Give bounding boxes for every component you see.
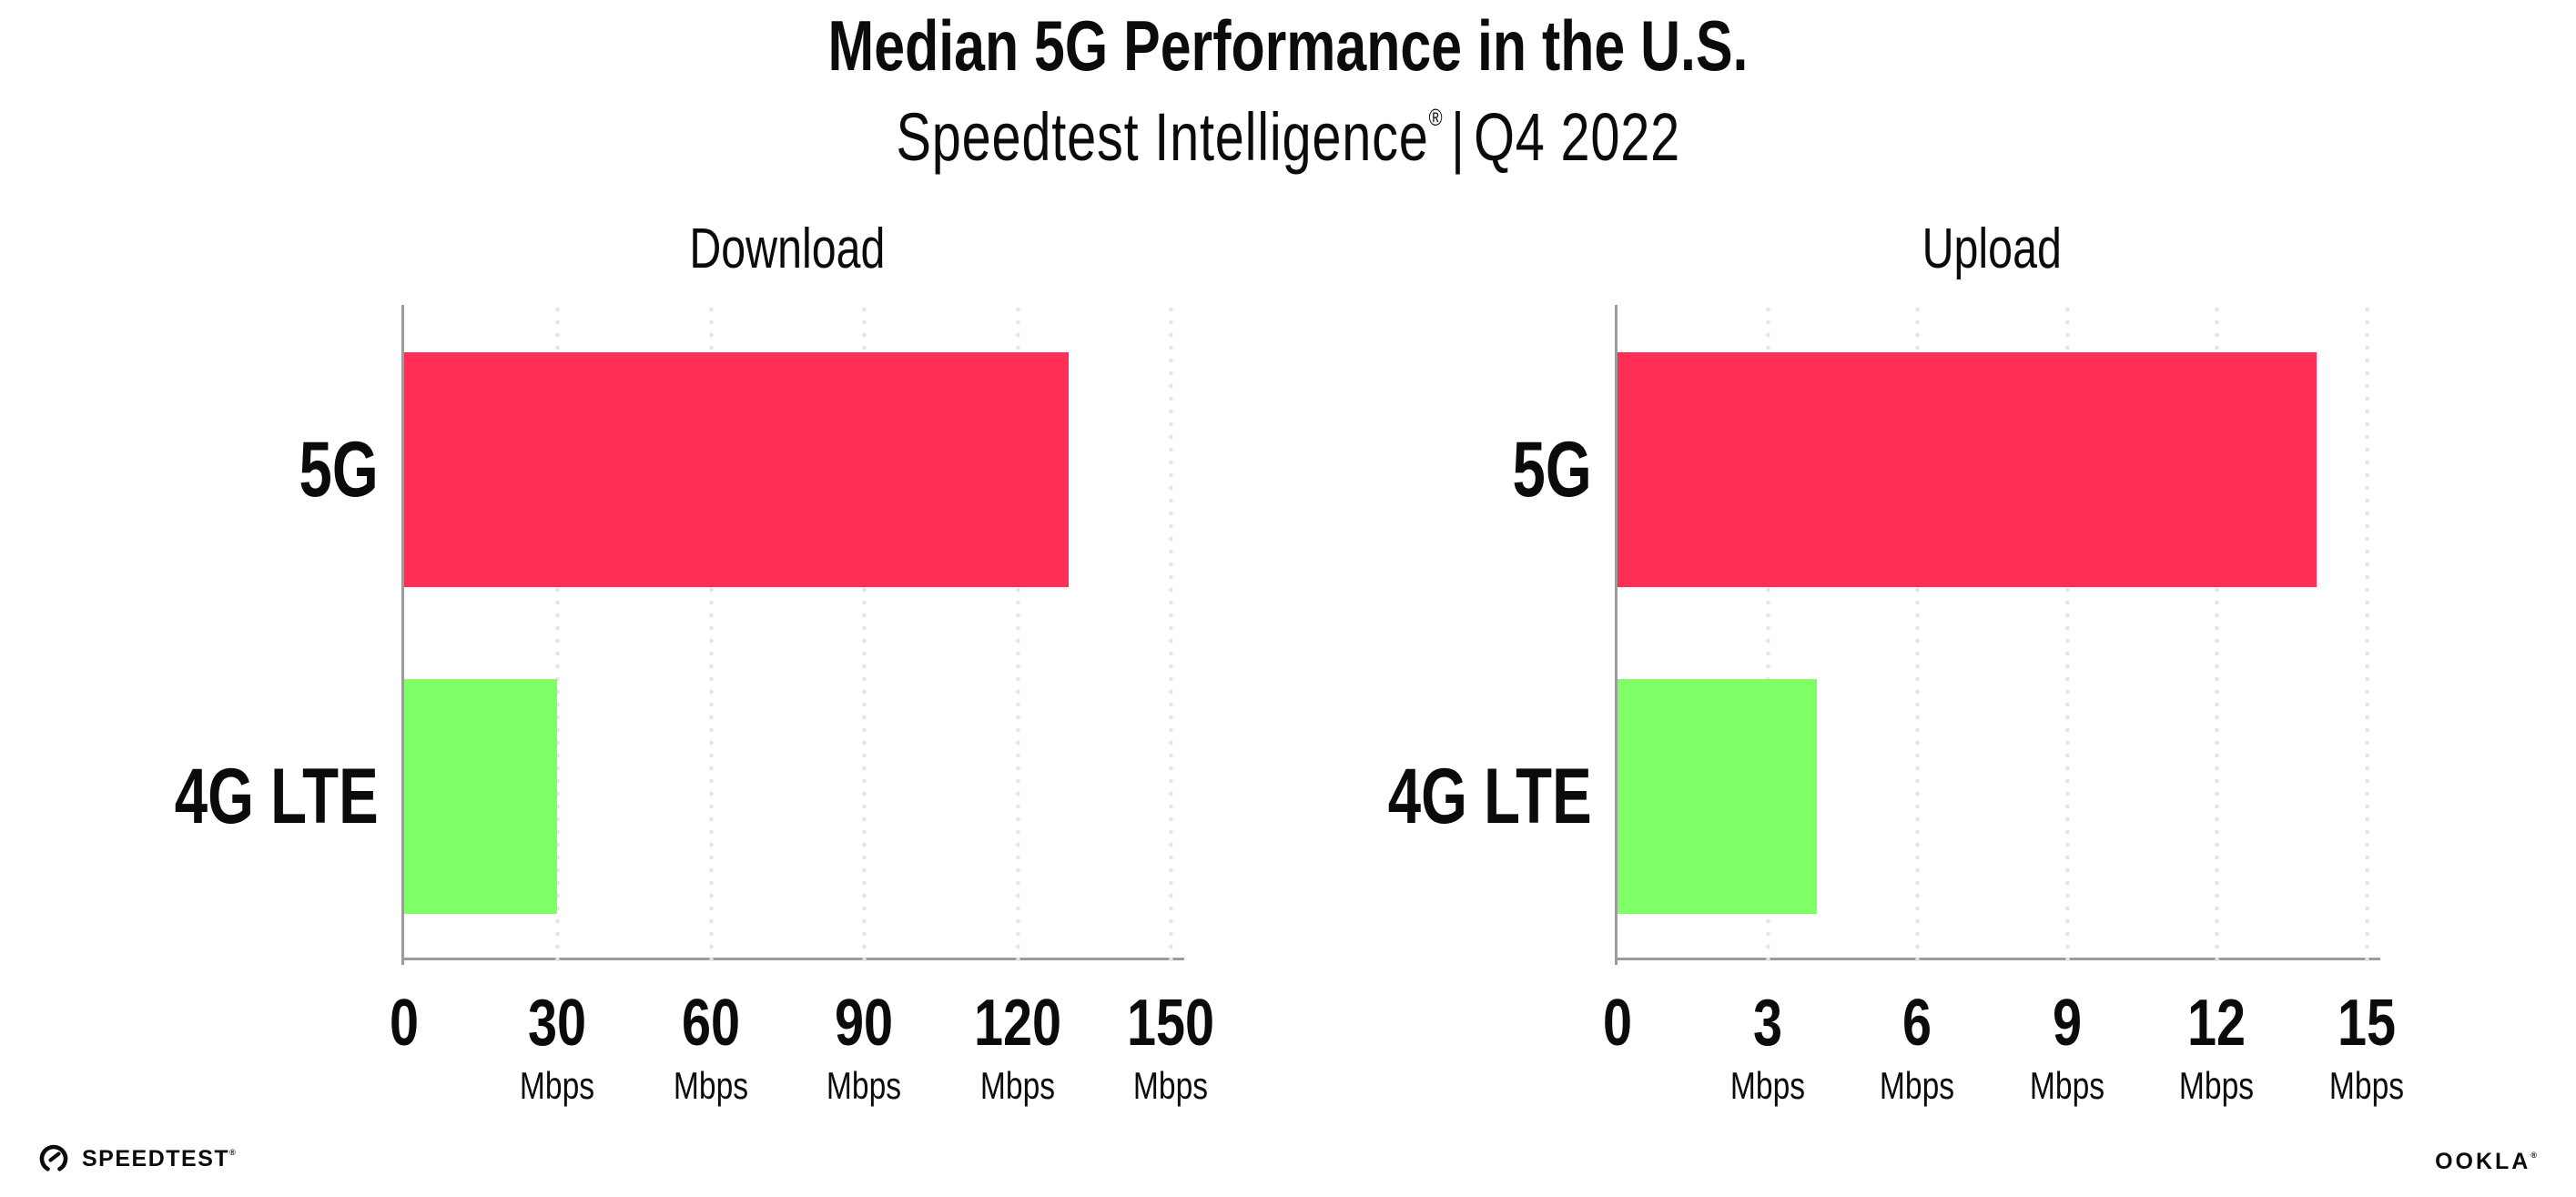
- gridline-30: [555, 305, 561, 965]
- x-tick-3: 3 Mbps: [1651, 958, 1884, 1105]
- x-axis-line: [1615, 958, 2380, 960]
- x-tick-60: 60 Mbps: [594, 958, 827, 1105]
- x-tick-unit: Mbps: [1132, 1064, 1209, 1107]
- gridline-90: [862, 305, 867, 965]
- registered-mark-icon: ®: [2530, 1151, 2540, 1160]
- x-tick-90: 90 Mbps: [747, 958, 980, 1105]
- page-title-text: Median 5G Performance in the U.S.: [827, 5, 1749, 86]
- speedtest-wordmark: SPEEDTEST®: [82, 1145, 238, 1172]
- subtitle-period: Q4 2022: [1473, 99, 1680, 175]
- gridline-9: [2064, 305, 2070, 965]
- subtitle-separator: |: [1450, 99, 1465, 175]
- x-tick-15: 15 Mbps: [2250, 958, 2483, 1105]
- page-title: Median 5G Performance in the U.S.: [0, 5, 2576, 86]
- x-tick-label: 0: [389, 987, 420, 1060]
- speedtest-logo: SPEEDTEST®: [38, 1139, 237, 1179]
- ookla-wordmark: OOKLA: [2435, 1149, 2531, 1174]
- x-axis-line: [401, 958, 1184, 960]
- x-tick-label: 60: [681, 987, 740, 1060]
- x-tick-unit: Mbps: [2328, 1064, 2405, 1107]
- gridline-60: [708, 305, 714, 965]
- x-tick-label: 150: [1126, 987, 1215, 1060]
- y-axis-line: [1615, 305, 1618, 965]
- x-tick-unit: Mbps: [979, 1064, 1055, 1107]
- x-tick-unit: Mbps: [1880, 1064, 1955, 1107]
- category-label-5g: 5G: [299, 426, 379, 514]
- bar-5g: [1618, 351, 2317, 588]
- bar-4g-lte: [1618, 678, 1818, 914]
- gridline-6: [1915, 305, 1921, 965]
- gridline-12: [2215, 305, 2220, 965]
- x-tick-30: 30 Mbps: [441, 958, 674, 1105]
- x-tick-12: 12 Mbps: [2100, 958, 2333, 1105]
- speedtest-gauge-icon: [39, 1144, 68, 1172]
- x-tick-150: 150 Mbps: [1054, 958, 1287, 1105]
- x-tick-unit: Mbps: [520, 1064, 595, 1107]
- subtitle-brand: Speedtest Intelligence: [896, 99, 1429, 175]
- x-tick-9: 9 Mbps: [1951, 958, 2184, 1105]
- x-tick-120: 120 Mbps: [901, 958, 1134, 1105]
- x-tick-label: 9: [2052, 987, 2082, 1060]
- x-tick-label: 90: [835, 987, 894, 1060]
- x-tick-0: 0: [288, 958, 521, 1056]
- page-subtitle: Speedtest Intelligence® | Q4 2022: [0, 98, 2576, 176]
- y-axis-line: [401, 305, 404, 965]
- download-chart-title: Download: [689, 218, 886, 280]
- gridline-3: [1765, 305, 1770, 965]
- registered-mark-icon: ®: [229, 1147, 238, 1157]
- category-label-4g-lte: 4G LTE: [175, 752, 379, 840]
- x-tick-0: 0: [1501, 958, 1734, 1056]
- x-tick-label: 120: [973, 987, 1061, 1060]
- gridline-120: [1015, 305, 1020, 965]
- upload-chart-plot-area: Upload 5G 4G LTE 0 3 Mbps 6 Mbps 9 Mbps 12 Mbps 15 M…: [1388, 221, 2404, 1105]
- x-tick-label: 15: [2337, 987, 2397, 1060]
- bar-5g: [404, 351, 1069, 588]
- x-tick-label: 6: [1902, 987, 1932, 1060]
- x-tick-unit: Mbps: [2179, 1064, 2255, 1107]
- x-tick-unit: Mbps: [673, 1064, 748, 1107]
- upload-chart-title: Upload: [1922, 218, 2063, 280]
- x-tick-unit: Mbps: [1729, 1064, 1805, 1107]
- x-tick-label: 12: [2187, 987, 2246, 1060]
- x-tick-label: 0: [1602, 987, 1633, 1060]
- bar-4g-lte: [404, 678, 558, 914]
- x-tick-unit: Mbps: [2029, 1064, 2104, 1107]
- x-tick-label: 3: [1752, 987, 1782, 1060]
- gridline-15: [2365, 305, 2369, 965]
- category-label-4g-lte: 4G LTE: [1388, 752, 1592, 840]
- registered-mark-icon: ®: [1428, 104, 1443, 131]
- x-tick-label: 30: [528, 987, 587, 1060]
- category-label-5g: 5G: [1512, 426, 1592, 514]
- ookla-logo: OOKLA®: [2435, 1151, 2540, 1173]
- x-tick-6: 6 Mbps: [1800, 958, 2033, 1105]
- download-chart-plot-area: Download 5G 4G LTE 0 30 Mbps 60 Mbps 90 Mbps 120 M…: [175, 221, 1214, 1105]
- x-tick-unit: Mbps: [827, 1064, 902, 1107]
- gridline-150: [1169, 305, 1173, 965]
